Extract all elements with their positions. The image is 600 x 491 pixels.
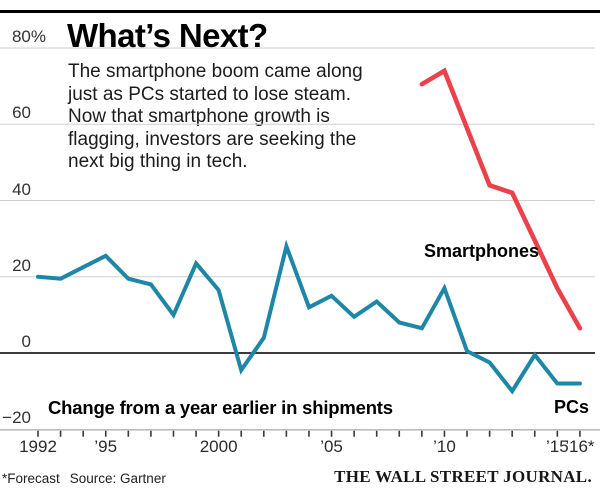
- y-axis-label: 80%: [11, 27, 46, 46]
- series-line-smartphones: [419, 67, 583, 331]
- series-label-pcs: PCs: [553, 397, 589, 417]
- wsj-logotype: THE WALL STREET JOURNAL.: [334, 467, 592, 486]
- x-axis-label: ’16*: [565, 437, 595, 456]
- series-label-smartphones: Smartphones: [424, 241, 540, 261]
- y-axis-label: −20: [2, 408, 31, 428]
- y-axis-label: 0: [21, 332, 31, 351]
- x-axis-label: ’05: [320, 437, 343, 456]
- y-axis-label: 20: [12, 255, 31, 275]
- chart-description: The smartphone boom came along just as P…: [68, 61, 363, 174]
- description-line: The smartphone boom came along: [68, 61, 363, 82]
- forecast-note: *Forecast: [2, 471, 60, 486]
- description-line: Now that smartphone growth is: [68, 106, 330, 127]
- x-axis-label: ’10: [433, 437, 456, 456]
- footnote: *Forecast Source: Gartner: [2, 471, 166, 486]
- x-axis-label: 1992: [19, 437, 57, 456]
- x-axis-label: ’95: [94, 437, 118, 456]
- chart-annotation: Change from a year earlier in shipments: [48, 397, 393, 418]
- y-axis-label: 40: [12, 179, 31, 199]
- x-axis-label: ’15: [545, 437, 569, 456]
- series-line-pcs: [36, 239, 582, 395]
- x-axis-label: 2000: [199, 437, 238, 456]
- description-line: just as PCs started to lose steam.: [68, 83, 352, 105]
- description-line: next big thing in tech.: [68, 151, 248, 172]
- y-axis-label: 60: [12, 103, 31, 123]
- description-line: flagging, investors are seeking the: [68, 128, 357, 150]
- top-rule: [0, 10, 600, 13]
- source-note: Source: Gartner: [69, 471, 166, 486]
